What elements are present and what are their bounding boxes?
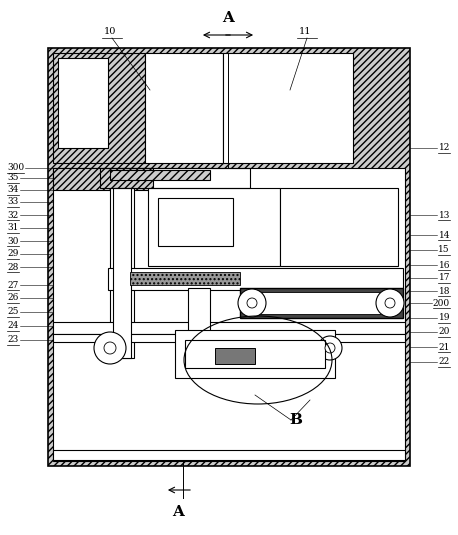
Text: 17: 17 [438, 273, 450, 282]
Circle shape [238, 289, 266, 317]
Text: 32: 32 [7, 210, 18, 219]
Bar [148, 188, 280, 266]
Bar [58, 58, 108, 148]
Bar [256, 292, 381, 314]
Bar [223, 53, 353, 163]
Bar [113, 188, 131, 358]
Bar [108, 268, 403, 290]
Text: 35: 35 [7, 173, 18, 182]
Bar [110, 188, 134, 358]
Text: 16: 16 [438, 261, 450, 270]
Text: A: A [222, 11, 234, 25]
Bar [53, 168, 405, 461]
Bar [53, 53, 145, 163]
Text: 11: 11 [299, 27, 311, 36]
Bar [130, 272, 240, 285]
Text: 30: 30 [7, 236, 18, 246]
Text: 24: 24 [7, 322, 18, 331]
Text: 19: 19 [438, 314, 450, 323]
Text: 200: 200 [433, 299, 450, 308]
Bar [215, 348, 255, 364]
Text: B: B [289, 413, 302, 427]
Text: 20: 20 [439, 327, 450, 337]
Bar [280, 188, 398, 266]
Text: 26: 26 [7, 294, 18, 302]
Bar [188, 288, 210, 350]
Text: 25: 25 [7, 308, 18, 317]
Bar [240, 288, 403, 318]
Bar [53, 334, 405, 342]
Text: 22: 22 [439, 357, 450, 366]
Bar [53, 322, 405, 334]
Circle shape [385, 298, 395, 308]
Text: A: A [172, 505, 184, 519]
Text: 15: 15 [438, 246, 450, 255]
Bar [53, 168, 153, 190]
Text: 12: 12 [439, 143, 450, 152]
Text: 28: 28 [7, 263, 18, 271]
Text: 31: 31 [7, 224, 18, 233]
Text: 300: 300 [7, 164, 24, 172]
Bar [185, 340, 325, 368]
Bar [53, 450, 405, 460]
Bar [175, 330, 335, 378]
Circle shape [325, 343, 335, 353]
Circle shape [94, 332, 126, 364]
Text: 34: 34 [7, 186, 18, 195]
Text: 18: 18 [438, 287, 450, 295]
Bar [145, 53, 223, 163]
Text: 13: 13 [439, 210, 450, 219]
Bar [100, 168, 250, 188]
Text: 14: 14 [438, 231, 450, 240]
Text: 23: 23 [7, 335, 18, 345]
Text: 33: 33 [7, 197, 18, 207]
Text: 27: 27 [7, 280, 18, 289]
Text: 10: 10 [104, 27, 116, 36]
Bar [158, 198, 233, 246]
Circle shape [247, 298, 257, 308]
Circle shape [104, 342, 116, 354]
Text: 29: 29 [7, 249, 18, 258]
Text: 21: 21 [439, 342, 450, 351]
Circle shape [376, 289, 404, 317]
Bar [48, 48, 410, 466]
Bar [110, 170, 210, 180]
Circle shape [318, 336, 342, 360]
